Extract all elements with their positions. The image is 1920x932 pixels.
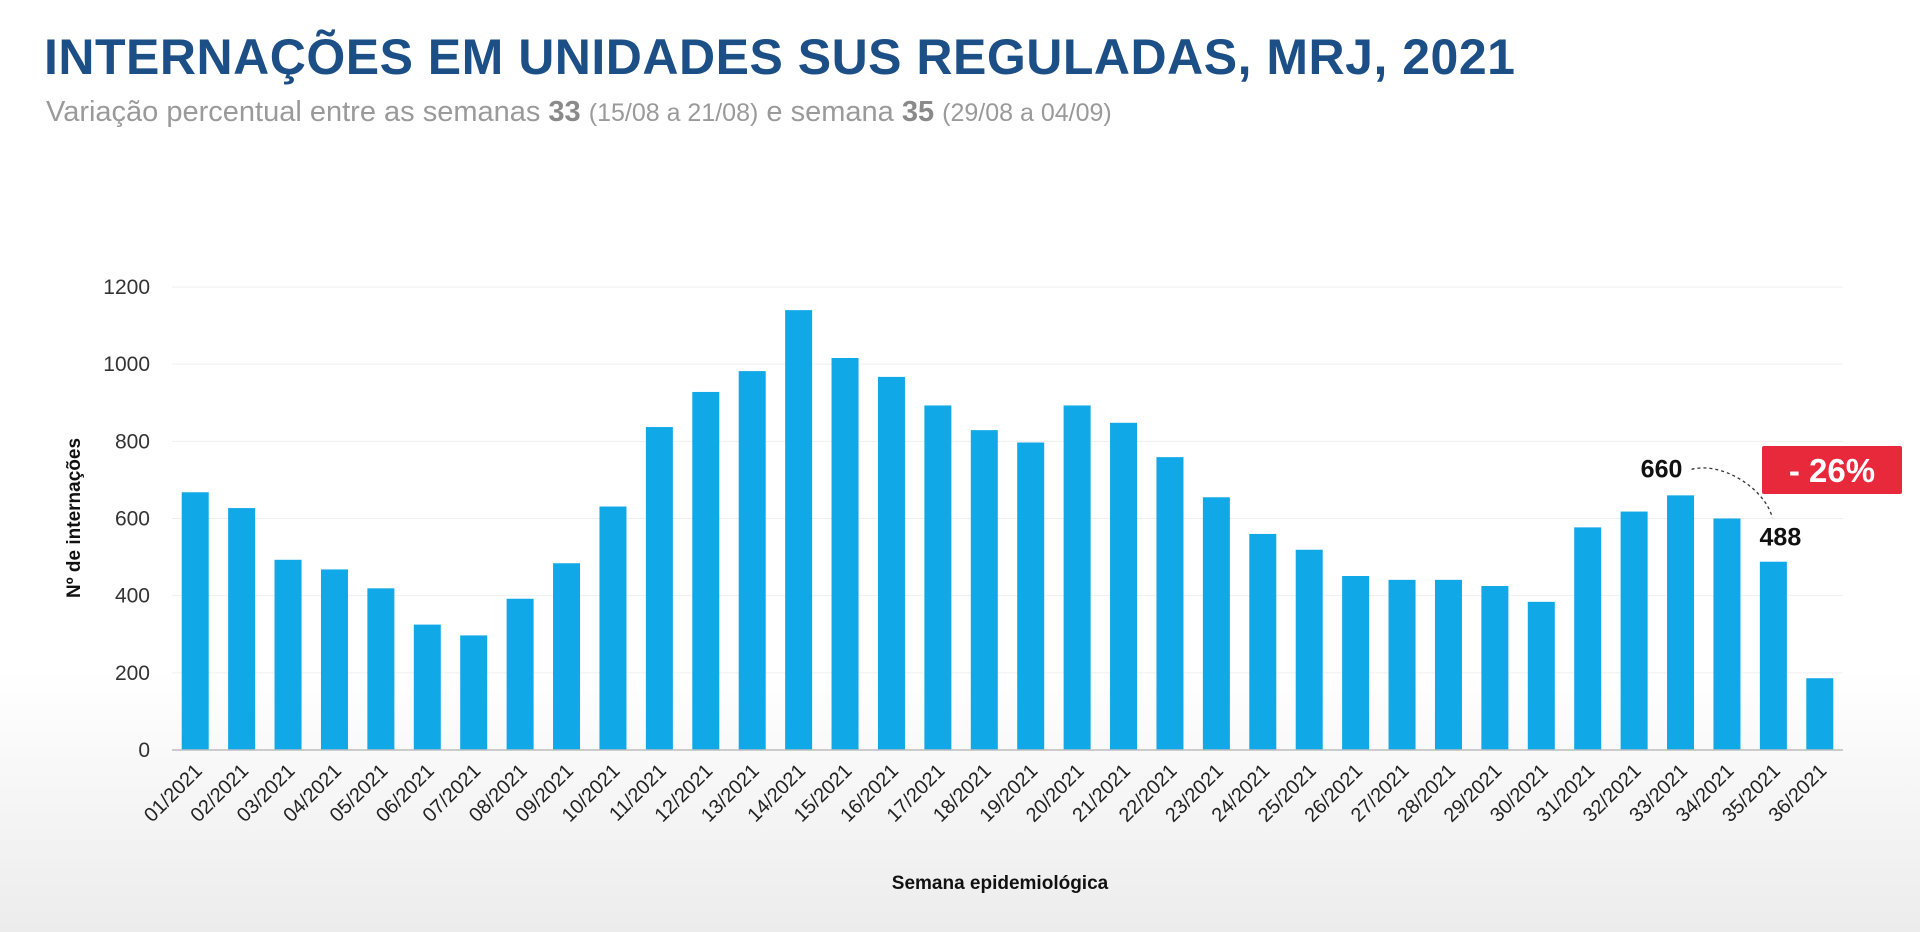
subtitle-prefix: Variação percentual entre as semanas [46, 96, 549, 128]
y-tick-label: 200 [115, 662, 150, 685]
bar [228, 508, 256, 750]
data-label: 660 [1641, 455, 1683, 483]
bar [1481, 586, 1509, 750]
subtitle-week-a: 33 [548, 96, 581, 128]
bar [1667, 495, 1695, 750]
bar [1249, 533, 1277, 750]
y-axis-title: Nº de internações [64, 438, 85, 598]
subtitle-mid: e semana [758, 96, 902, 128]
subtitle-week-a-range: (15/08 a 21/08) [588, 99, 759, 127]
annotations: 660 488 [1641, 455, 1802, 551]
bar [877, 376, 905, 750]
gridlines [172, 286, 1843, 674]
bar [645, 427, 673, 750]
bar [553, 563, 581, 750]
bar [970, 430, 998, 750]
bar [1434, 579, 1462, 750]
bar [1527, 601, 1555, 750]
bar [599, 506, 627, 750]
bar [785, 310, 813, 750]
bar [181, 492, 209, 750]
bar [1574, 527, 1602, 750]
bar [506, 598, 534, 750]
bar [1156, 457, 1184, 750]
bar [413, 624, 441, 750]
y-tick-label: 0 [138, 739, 150, 762]
bar [274, 559, 302, 750]
y-axis-ticks: 0 200 400 600 800 1000 1200 [103, 276, 150, 762]
x-axis-ticks: 01/202102/202103/202104/202105/202106/20… [140, 760, 1831, 827]
bar [738, 371, 766, 750]
y-tick-label: 800 [115, 430, 150, 453]
data-label: 488 [1760, 524, 1802, 552]
bar [460, 635, 488, 750]
page-title: INTERNAÇÕES EM UNIDADES SUS REGULADAS, M… [44, 29, 1516, 85]
x-axis-title: Semana epidemiológica [892, 873, 1109, 894]
bar [831, 357, 859, 750]
bar [924, 405, 952, 750]
change-badge [1762, 446, 1902, 494]
bar [692, 391, 720, 750]
bars [181, 310, 1834, 750]
y-tick-label: 1000 [103, 353, 150, 376]
bar [1063, 405, 1091, 750]
bar [1017, 442, 1045, 750]
bar [1202, 497, 1230, 750]
bar [367, 588, 395, 750]
bar [320, 569, 348, 750]
bar [1620, 511, 1648, 750]
bar [1342, 575, 1370, 750]
subtitle-week-b: 35 [901, 96, 935, 128]
y-tick-label: 600 [115, 508, 150, 531]
subtitle-week-b-range: (29/08 a 04/09) [942, 99, 1112, 127]
change-badge-text: - 26% [1789, 452, 1875, 489]
y-tick-label: 400 [115, 585, 150, 608]
page-subtitle: Variação percentual entre as semanas 33 … [46, 96, 1112, 129]
bar [1110, 422, 1138, 750]
bar [1759, 561, 1787, 750]
bar [1295, 549, 1323, 750]
bar [1806, 678, 1834, 750]
annotation-connector [1691, 467, 1774, 518]
y-tick-label: 1200 [103, 276, 150, 299]
bar [1713, 518, 1741, 750]
bar [1388, 579, 1416, 750]
